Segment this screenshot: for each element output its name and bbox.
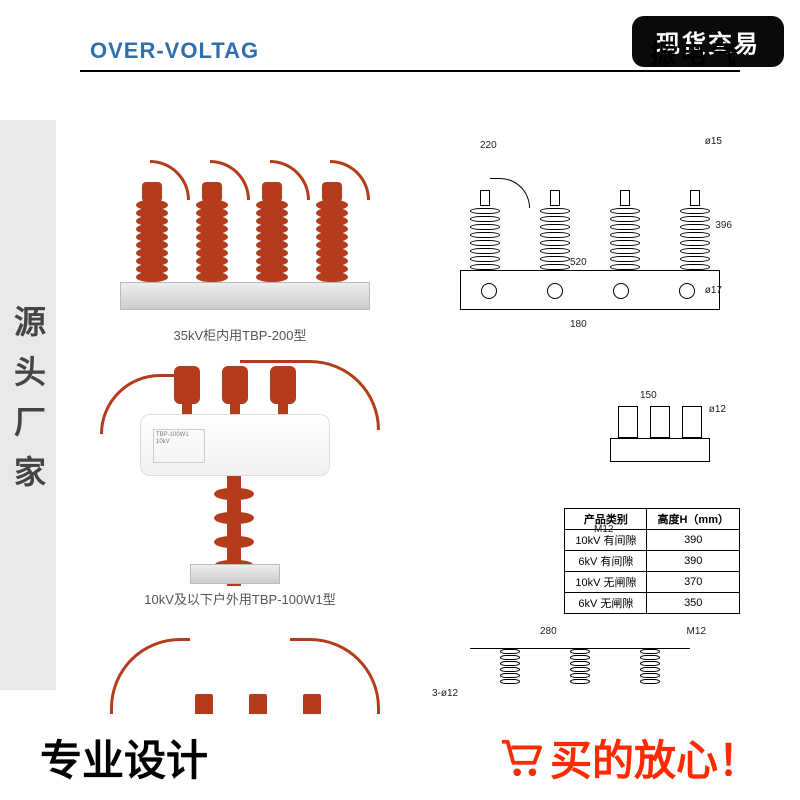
promo-right: 买的放心！ bbox=[498, 727, 800, 788]
dim-base-span: 520 bbox=[570, 257, 587, 268]
diagram-a-arrester-3 bbox=[610, 190, 640, 270]
arrester-1 bbox=[136, 182, 168, 282]
watermark-ribbon: 源头厂家 bbox=[0, 120, 56, 690]
arrester-3 bbox=[256, 182, 288, 282]
spec-table-col-0: 产品类别 bbox=[565, 509, 647, 530]
diagram-a-arrester-2 bbox=[540, 190, 570, 270]
table-row: 10kV 无闸隙370 bbox=[565, 572, 740, 593]
product-b-caption: 10kV及以下户外用TBP-100W1型 bbox=[80, 589, 400, 608]
product-a-photo: 35kV柜内用TBP-200型 bbox=[80, 90, 400, 350]
product-b-photo: TBP-100W1 10kV 10kV及以下户外用TBP-100W1型 bbox=[80, 354, 400, 614]
dim-b-span: 150 bbox=[640, 390, 657, 401]
product-a-base bbox=[120, 282, 370, 310]
product-b-post-3 bbox=[268, 366, 298, 418]
arrester-2 bbox=[196, 182, 228, 282]
table-row: 6kV 有间隙390 bbox=[565, 551, 740, 572]
product-b-foot bbox=[190, 564, 280, 584]
header-right: 振电气 bbox=[650, 34, 740, 71]
dim-hole-dia: ø17 bbox=[705, 285, 722, 296]
dim-c-holes: 3-ø12 bbox=[432, 688, 458, 699]
product-b-nameplate: TBP-100W1 10kV bbox=[153, 429, 205, 463]
dim-hole-span: 180 bbox=[570, 319, 587, 330]
product-a-caption: 35kV柜内用TBP-200型 bbox=[80, 325, 400, 344]
diagram-a: 220 ø15 396 ø17 520 180 bbox=[420, 90, 740, 350]
spec-table-col-1: 高度H（mm） bbox=[647, 509, 740, 530]
promo-bar: 专业设计 买的放心！ bbox=[0, 714, 800, 800]
product-c-lead-left bbox=[110, 638, 190, 718]
dim-lead-dia: ø15 bbox=[705, 136, 722, 147]
product-b-post-2 bbox=[220, 366, 250, 418]
diagram-b: 150 ø12 M12 产品类别 高度H（mm） 10kV 有间隙390 6kV… bbox=[420, 354, 740, 614]
dim-c-m: M12 bbox=[687, 626, 706, 637]
header-left: OVER-VOLTAG bbox=[90, 38, 259, 64]
spec-table: 产品类别 高度H（mm） 10kV 有间隙390 6kV 有间隙390 10kV… bbox=[564, 508, 740, 614]
dim-top-span: 220 bbox=[480, 140, 497, 151]
dim-height: 396 bbox=[715, 220, 732, 231]
product-b-post-1 bbox=[172, 366, 202, 418]
product-b-body: TBP-100W1 10kV bbox=[140, 414, 330, 476]
promo-right-text: 买的放心！ bbox=[550, 727, 760, 788]
watermark-text: 源头厂家 bbox=[5, 305, 51, 505]
diagram-a-arrester-1 bbox=[470, 190, 500, 270]
diagram-a-arrester-4 bbox=[680, 190, 710, 270]
diagram-a-base bbox=[460, 270, 720, 310]
cart-icon bbox=[498, 736, 544, 778]
header-rule bbox=[80, 70, 740, 72]
dim-c-span: 280 bbox=[540, 626, 557, 637]
dim-b-lead: ø12 bbox=[709, 404, 726, 415]
arrester-4 bbox=[316, 182, 348, 282]
table-row: 10kV 有间隙390 bbox=[565, 530, 740, 551]
content-grid: 35kV柜内用TBP-200型 bbox=[80, 90, 740, 690]
promo-left: 专业设计 bbox=[0, 727, 208, 788]
table-row: 6kV 无闸隙350 bbox=[565, 593, 740, 614]
